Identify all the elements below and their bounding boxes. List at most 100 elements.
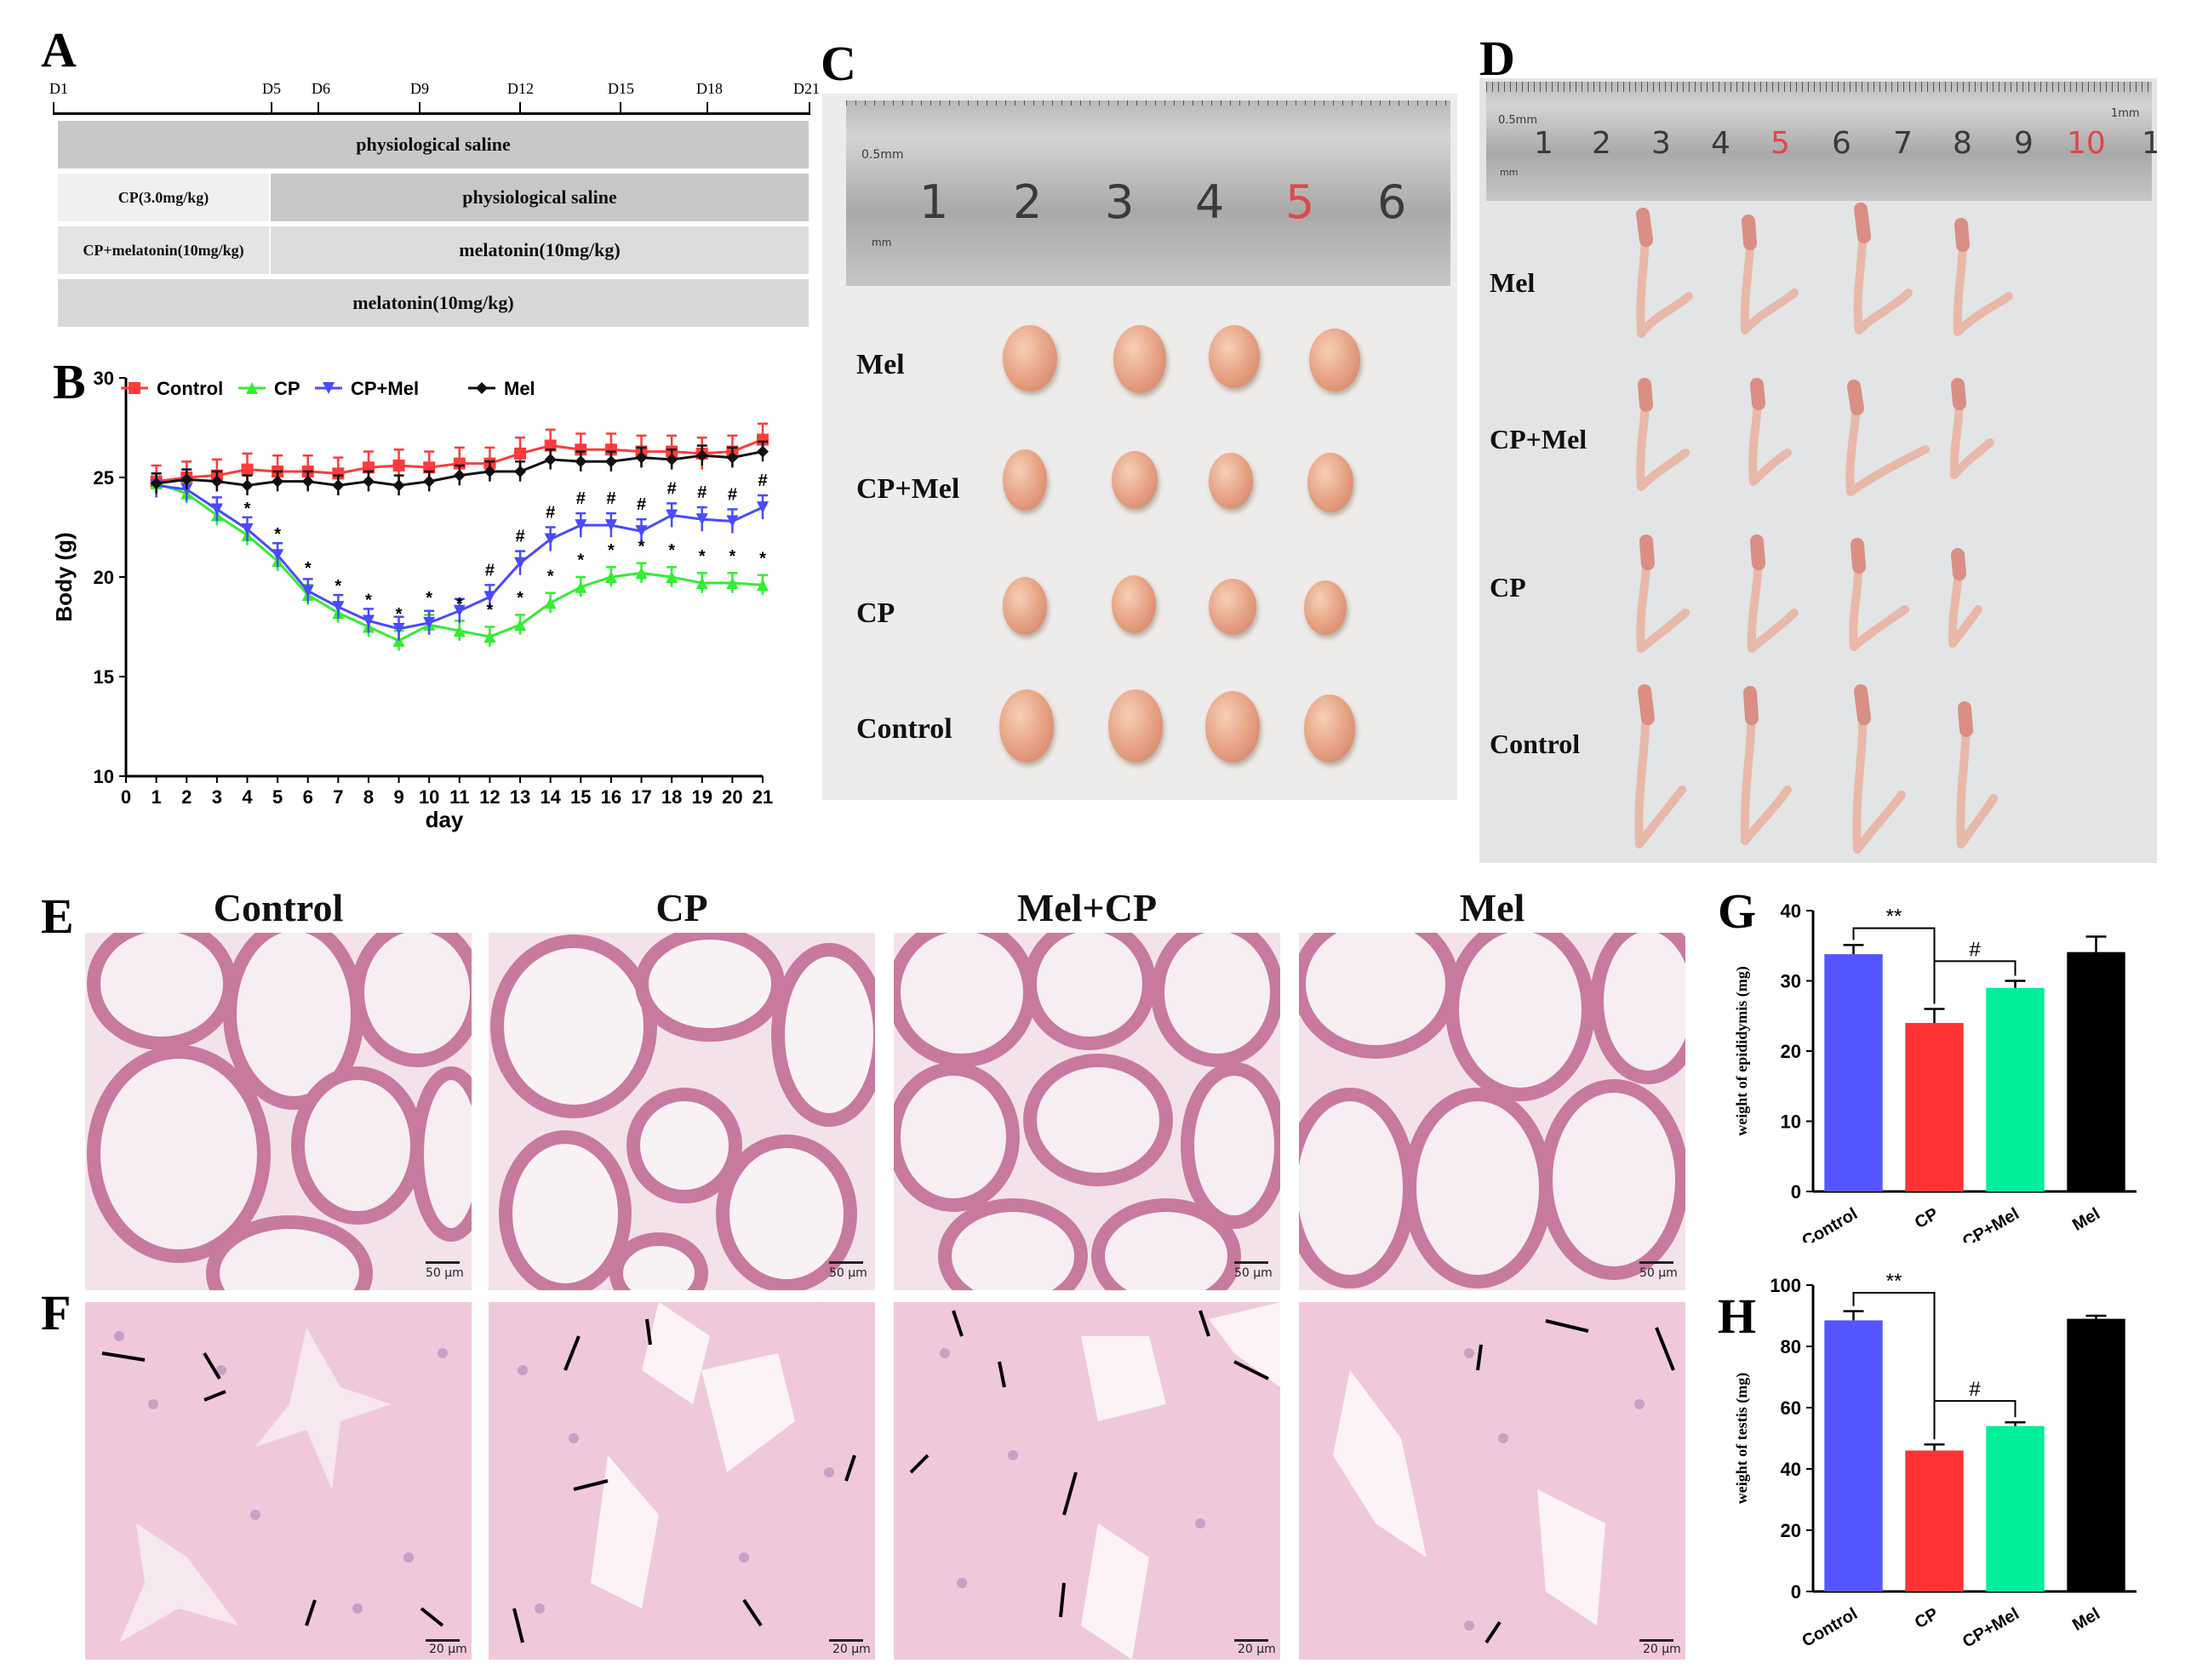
data-point [666, 509, 678, 522]
bar-mel [2067, 1318, 2125, 1591]
histology-f-mel: 20 μm [1299, 1302, 1685, 1660]
testis [1113, 325, 1166, 393]
data-point [757, 445, 769, 458]
data-point [241, 463, 254, 476]
sig-bracket-cp-cpmel: # [1933, 938, 2017, 1004]
testis [1003, 577, 1047, 635]
significance-star: * [517, 589, 523, 608]
testis [1309, 329, 1360, 391]
testis [1112, 575, 1156, 633]
data-point [514, 557, 527, 569]
testis [1209, 325, 1260, 388]
data-point [241, 523, 254, 535]
data-point [210, 503, 223, 516]
testis [1003, 449, 1047, 511]
histology-f-cp: 20 μm [489, 1302, 875, 1660]
x-tick-label: 6 [303, 786, 313, 808]
bar-mel [2067, 951, 2125, 1191]
legend-label: Control [157, 378, 223, 399]
testis [1304, 694, 1355, 763]
significance-star: * [638, 537, 645, 556]
data-point [272, 475, 284, 488]
row-label-cpmel: CP+Mel [1490, 424, 1587, 454]
day-label: D6 [312, 80, 330, 97]
significance-star: * [305, 559, 312, 578]
series-mel [150, 440, 769, 496]
panel-label-g: G [1718, 883, 1757, 939]
timeline-panel: D1 D5 D6 D9 D12 D15 D18 D21 physiologica… [49, 78, 820, 334]
data-point [666, 571, 678, 583]
series-cp [150, 472, 769, 651]
x-tick-label: CP+Mel [1959, 1604, 2022, 1651]
testis [1003, 325, 1057, 391]
data-point [544, 597, 557, 609]
histology-e-cp: 50 μm [489, 933, 875, 1290]
group-row-cpmel-left: CP+melatonin(10mg/kg) [58, 226, 269, 274]
x-tick-label: 13 [510, 786, 530, 808]
bracket-line [1933, 1400, 2017, 1440]
significance-hash: # [697, 483, 706, 502]
significance-star: * [487, 601, 494, 620]
y-tick-label: 0 [1791, 1581, 1801, 1603]
data-point [544, 533, 557, 546]
histology-f-melcp: 20 μm [894, 1302, 1280, 1660]
legend-marker [476, 382, 488, 394]
testis [1108, 689, 1163, 763]
data-point [483, 591, 496, 603]
x-tick-label: 16 [601, 786, 621, 808]
panel-label-c: C [821, 36, 856, 91]
y-tick-label: 15 [94, 666, 114, 688]
data-point [362, 614, 375, 627]
y-tick-label: 10 [1781, 1111, 1801, 1133]
legend-label: CP+Mel [351, 378, 419, 399]
significance-hash: # [728, 485, 737, 504]
series-cpmel [150, 472, 769, 641]
day-label: D21 [793, 80, 820, 97]
x-tick-label: 12 [479, 786, 500, 808]
data-point [575, 519, 587, 532]
significance-star: * [244, 500, 251, 518]
y-tick-label: 20 [1781, 1520, 1801, 1541]
x-tick-label: 2 [181, 786, 192, 808]
legend-marker [246, 382, 258, 394]
data-point [757, 501, 769, 514]
x-tick-label: Mel [2069, 1604, 2103, 1635]
data-point [575, 455, 587, 468]
bar-cpmel [1986, 1426, 2045, 1591]
x-tick-label: CP [1912, 1204, 1942, 1232]
testis [1112, 451, 1158, 509]
data-point [453, 604, 466, 617]
x-tick-label: 9 [393, 786, 403, 808]
y-tick-label: 80 [1781, 1336, 1801, 1357]
data-point [666, 453, 678, 466]
significance-hash: # [606, 489, 615, 508]
data-point [150, 477, 163, 490]
data-point [575, 580, 587, 593]
data-point [514, 465, 527, 477]
x-tick-label: 0 [121, 786, 131, 808]
significance-star: * [547, 567, 554, 586]
y-tick-label: 100 [1770, 1275, 1801, 1296]
data-point [604, 571, 617, 583]
bar-cp [1905, 1450, 1964, 1591]
significance-star: * [426, 589, 432, 608]
bracket-line [1933, 960, 2017, 1004]
day-label: D1 [49, 80, 68, 97]
data-point [757, 579, 769, 591]
y-tick-label: 20 [1781, 1041, 1801, 1062]
row-label-cp: CP [1490, 572, 1526, 603]
y-axis-label: weight of epididymis (mg) [1733, 966, 1751, 1136]
x-tick-label: 21 [752, 786, 773, 808]
data-point [635, 451, 648, 464]
epididymis-specimens [1634, 203, 2013, 854]
data-point [514, 447, 527, 460]
sig-bracket-cp-cpmel: # [1933, 1378, 2017, 1440]
testis [1205, 691, 1260, 763]
panel-label-a: A [41, 22, 77, 77]
y-tick-label: 30 [1781, 971, 1801, 992]
day-label: D5 [262, 80, 281, 97]
y-tick-label: 10 [94, 766, 114, 787]
significance-star: * [335, 577, 341, 596]
y-tick-label: 25 [94, 467, 114, 489]
x-tick-label: 18 [661, 786, 682, 808]
